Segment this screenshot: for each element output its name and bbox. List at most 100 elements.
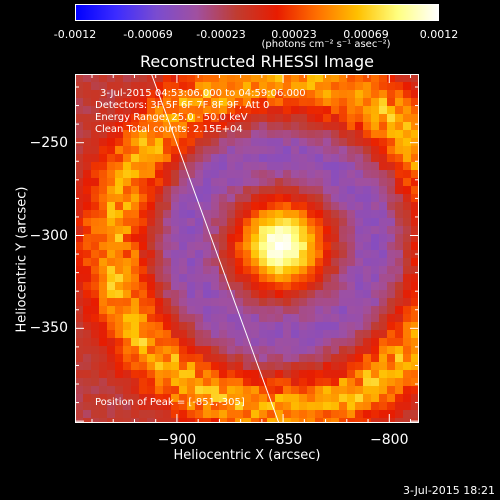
heatmap-cell — [75, 90, 84, 99]
heatmap-cell — [243, 242, 252, 251]
heatmap-cell — [171, 130, 180, 139]
heatmap-cell — [379, 386, 388, 395]
heatmap-cell — [139, 322, 148, 331]
heatmap-cell — [379, 322, 388, 331]
heatmap-cell — [83, 394, 92, 403]
heatmap-cell — [123, 122, 132, 131]
heatmap-cell — [307, 346, 316, 355]
heatmap-cell — [315, 274, 324, 283]
heatmap-cell — [219, 122, 228, 131]
heatmap-cell — [163, 314, 172, 323]
heatmap-cell — [387, 122, 396, 131]
heatmap-cell — [259, 194, 268, 203]
heatmap-cell — [363, 386, 372, 395]
heatmap-cell — [339, 402, 348, 411]
heatmap-cell — [411, 162, 420, 171]
heatmap-cell — [163, 154, 172, 163]
heatmap-cell — [283, 306, 292, 315]
heatmap-cell — [187, 290, 196, 299]
heatmap-cell — [195, 282, 204, 291]
heatmap-cell — [235, 162, 244, 171]
heatmap-cell — [115, 290, 124, 299]
heatmap-cell — [371, 298, 380, 307]
heatmap-cell — [307, 194, 316, 203]
heatmap-cell — [83, 234, 92, 243]
heatmap-cell — [347, 250, 356, 259]
heatmap-cell — [235, 90, 244, 99]
heatmap-cell — [155, 338, 164, 347]
heatmap-cell — [107, 122, 116, 131]
heatmap-cell — [331, 258, 340, 267]
heatmap-cell — [323, 306, 332, 315]
heatmap-cell — [371, 234, 380, 243]
heatmap-cell — [259, 274, 268, 283]
heatmap-cell — [219, 282, 228, 291]
heatmap-cell — [403, 322, 412, 331]
heatmap-cell — [139, 82, 148, 91]
heatmap-cell — [211, 242, 220, 251]
heatmap-cell — [243, 226, 252, 235]
heatmap-cell — [171, 314, 180, 323]
heatmap-cell — [235, 202, 244, 211]
heatmap-cell — [347, 226, 356, 235]
heatmap-cell — [211, 354, 220, 363]
heatmap-cell — [235, 106, 244, 115]
heatmap-cell — [99, 186, 108, 195]
heatmap-cell — [323, 322, 332, 331]
heatmap-cell — [323, 138, 332, 147]
heatmap-cell — [155, 114, 164, 123]
heatmap-cell — [115, 410, 124, 419]
heatmap-cell — [251, 370, 260, 379]
heatmap-cell — [163, 122, 172, 131]
heatmap-cell — [371, 402, 380, 411]
heatmap-cell — [203, 106, 212, 115]
heatmap-cell — [251, 202, 260, 211]
heatmap-cell — [243, 106, 252, 115]
heatmap-cell — [99, 106, 108, 115]
heatmap-cell — [355, 298, 364, 307]
heatmap-cell — [379, 354, 388, 363]
heatmap-cell — [171, 346, 180, 355]
heatmap-cell — [83, 362, 92, 371]
heatmap-cell — [411, 282, 420, 291]
heatmap-cell — [307, 258, 316, 267]
heatmap-cell — [123, 290, 132, 299]
heatmap-cell — [219, 402, 228, 411]
heatmap-cell — [395, 314, 404, 323]
heatmap-cell — [299, 154, 308, 163]
heatmap-cell — [179, 338, 188, 347]
heatmap-cell — [139, 354, 148, 363]
heatmap-cell — [243, 154, 252, 163]
heatmap-cell — [307, 218, 316, 227]
y-tick-label: −250 — [29, 134, 68, 151]
heatmap-cell — [259, 74, 268, 83]
heatmap-cell — [379, 338, 388, 347]
heatmap-cell — [139, 234, 148, 243]
heatmap-cell — [195, 370, 204, 379]
colorbar-tick: -0.00023 — [196, 28, 246, 41]
heatmap-cell — [91, 402, 100, 411]
heatmap-cell — [379, 210, 388, 219]
heatmap-cell — [259, 338, 268, 347]
heatmap-cell — [251, 146, 260, 155]
heatmap-cell — [283, 90, 292, 99]
heatmap-cell — [307, 186, 316, 195]
heatmap-cell — [75, 362, 84, 371]
heatmap-cell — [347, 266, 356, 275]
heatmap-cell — [131, 202, 140, 211]
heatmap-cell — [355, 386, 364, 395]
heatmap-cell — [315, 282, 324, 291]
heatmap-cell — [259, 170, 268, 179]
heatmap-cell — [203, 394, 212, 403]
heatmap-cell — [179, 74, 188, 83]
heatmap-cell — [227, 114, 236, 123]
heatmap-cell — [315, 322, 324, 331]
heatmap-cell — [251, 258, 260, 267]
heatmap-cell — [315, 378, 324, 387]
heatmap-cell — [259, 266, 268, 275]
heatmap-cell — [115, 394, 124, 403]
heatmap-cell — [315, 234, 324, 243]
heatmap-cell — [267, 274, 276, 283]
heatmap-cell — [179, 370, 188, 379]
heatmap-cell — [387, 186, 396, 195]
